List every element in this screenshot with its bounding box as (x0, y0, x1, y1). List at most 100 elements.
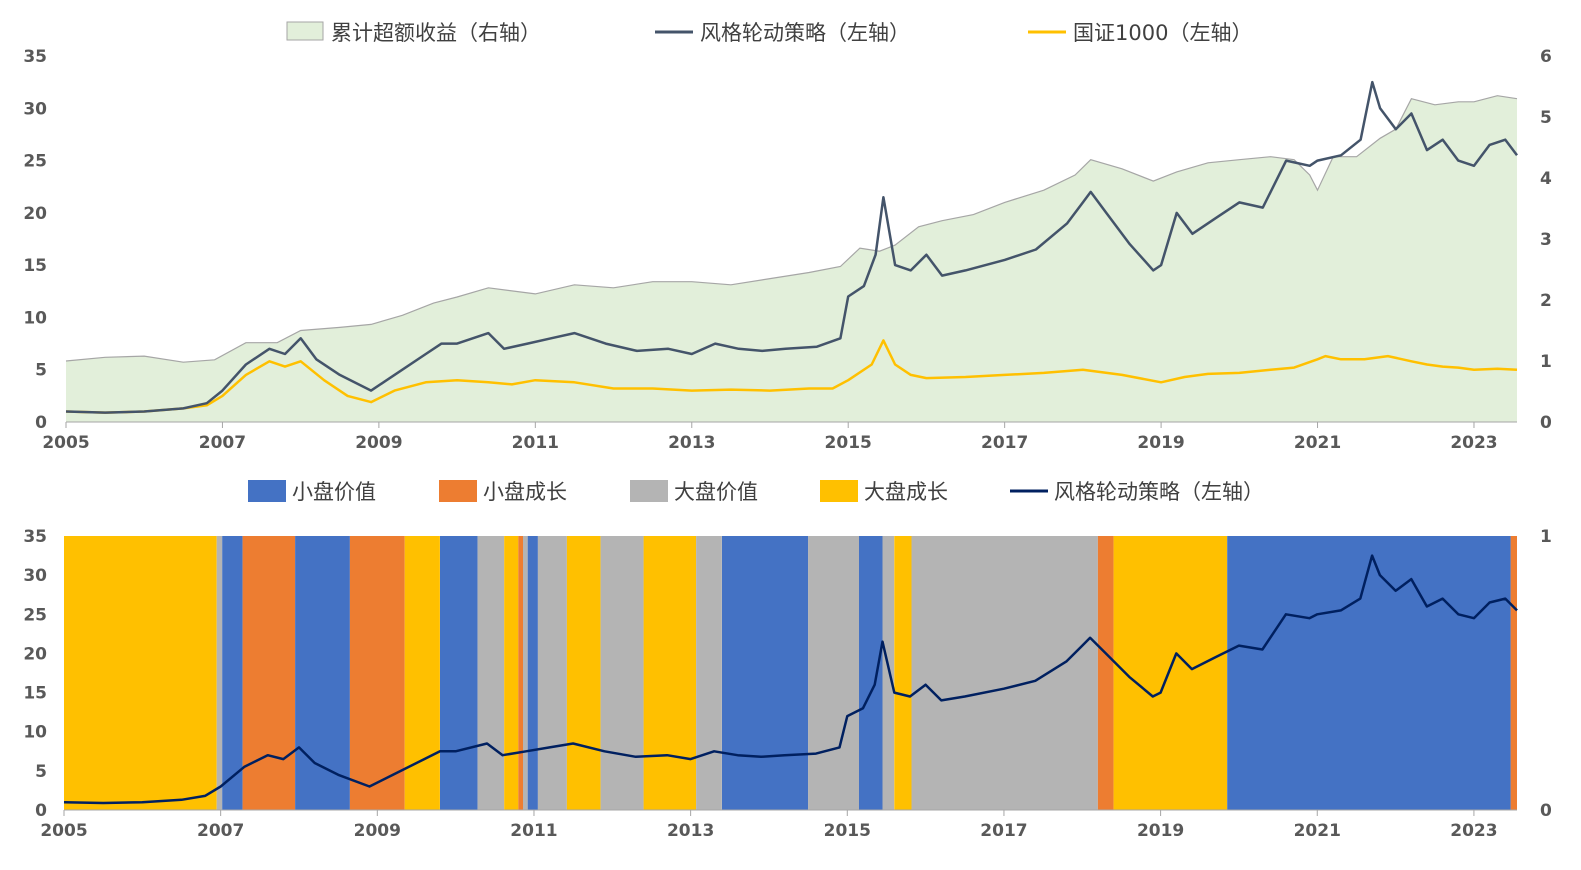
y-left-tick-label: 10 (23, 308, 47, 328)
y-left-tick-label: 0 (35, 801, 47, 821)
x-tick-label: 2017 (980, 821, 1027, 841)
regime-band (64, 536, 217, 810)
legend-label-large-value: 大盘价值 (674, 480, 758, 504)
regime-band (295, 536, 350, 810)
x-tick-label: 2009 (354, 821, 401, 841)
x-tick-label: 2023 (1450, 433, 1497, 453)
x-tick-label: 2011 (512, 433, 559, 453)
legend-item-small-growth: 小盘成长 (439, 480, 567, 504)
regime-band (882, 536, 895, 810)
regime-band (537, 536, 567, 810)
regime-band (600, 536, 644, 810)
legend-label-index: 国证1000（左轴） (1073, 21, 1252, 45)
y-right-tick-label: 0 (1540, 801, 1552, 821)
y-left-tick-label: 30 (23, 566, 47, 586)
x-tick-label: 2005 (40, 821, 87, 841)
legend-label-small-value: 小盘价值 (292, 480, 376, 504)
regime-band (643, 536, 697, 810)
y-left-tick-label: 10 (23, 723, 47, 743)
legend-label-strategy-bottom: 风格轮动策略（左轴） (1054, 480, 1264, 504)
y-right-tick-label: 4 (1540, 169, 1552, 189)
regime-band (1097, 536, 1114, 810)
y-right-tick-label: 3 (1540, 230, 1552, 250)
regime-band (216, 536, 223, 810)
regime-band (1510, 536, 1517, 810)
legend-item-strategy: 风格轮动策略（左轴） (655, 21, 910, 45)
regime-band (440, 536, 478, 810)
regime-band (696, 536, 722, 810)
regime-band (894, 536, 912, 810)
y-left-tick-label: 15 (23, 684, 47, 704)
x-tick-label: 2009 (355, 433, 402, 453)
legend-item-large-value: 大盘价值 (630, 480, 758, 504)
x-tick-label: 2019 (1137, 433, 1184, 453)
y-left-tick-label: 15 (23, 256, 47, 276)
bottom-plot-area: 2005 2007 2009 2011 2013 2015 2017 2019 2021 2023… (23, 527, 1552, 841)
x-tick-label: 2013 (667, 821, 714, 841)
x-tick-label: 2021 (1294, 433, 1341, 453)
regime-band (518, 536, 523, 810)
top-chart: 累计超额收益（右轴） 风格轮动策略（左轴） 国证1000（左轴） 2005 200… (23, 21, 1552, 453)
y-left-tick-label: 35 (23, 527, 47, 547)
legend-item-index: 国证1000（左轴） (1028, 21, 1252, 45)
y-left-tick-label: 20 (23, 204, 47, 224)
legend-swatch-excess (286, 21, 324, 41)
x-tick-label: 2011 (510, 821, 557, 841)
legend-label-small-growth: 小盘成长 (483, 480, 567, 504)
legend-swatch-large-value (630, 480, 668, 502)
y-right-tick-label: 2 (1540, 291, 1552, 311)
x-tick-label: 2017 (981, 433, 1028, 453)
x-tick-label: 2023 (1450, 821, 1497, 841)
legend-item-excess: 累计超额收益（右轴） (286, 21, 541, 45)
series-excess-area (66, 95, 1517, 422)
legend-item-large-growth: 大盘成长 (820, 480, 948, 504)
regime-band (404, 536, 440, 810)
legend-item-strategy-bottom: 风格轮动策略（左轴） (1010, 480, 1264, 504)
regime-band (808, 536, 859, 810)
legend-swatch-small-growth (439, 480, 477, 502)
x-tick-label: 2007 (197, 821, 244, 841)
series-index-line (65, 339, 1518, 414)
x-tick-label: 2015 (824, 821, 871, 841)
series-strategy-line-bottom (63, 554, 1518, 805)
y-right-tick-label: 6 (1540, 47, 1552, 67)
legend-label-large-growth: 大盘成长 (864, 480, 948, 504)
regime-band (222, 536, 243, 810)
bottom-legend: 小盘价值 小盘成长 大盘价值 大盘成长 风格轮动策略（左轴） (248, 480, 1264, 504)
top-plot-area: 2005 2007 2009 2011 2013 2015 2017 2019 2021 2023… (23, 47, 1552, 453)
regime-band (527, 536, 538, 810)
regime-band (1227, 536, 1511, 810)
regime-band (242, 536, 296, 810)
regime-band (349, 536, 405, 810)
x-tick-label: 2007 (199, 433, 246, 453)
legend-label-excess: 累计超额收益（右轴） (331, 21, 541, 45)
y-right-tick-label: 1 (1540, 352, 1552, 372)
y-right-tick-label: 0 (1540, 413, 1552, 433)
y-right-tick-label: 1 (1540, 527, 1552, 547)
x-tick-label: 2005 (42, 433, 89, 453)
y-left-tick-label: 35 (23, 47, 47, 67)
y-left-tick-label: 25 (23, 605, 47, 625)
regime-band (477, 536, 505, 810)
legend-swatch-large-growth (820, 480, 858, 502)
regime-band (859, 536, 883, 810)
x-tick-label: 2015 (825, 433, 872, 453)
y-left-tick-label: 25 (23, 152, 47, 172)
y-left-tick-label: 30 (23, 99, 47, 119)
x-tick-label: 2019 (1137, 821, 1184, 841)
top-legend: 累计超额收益（右轴） 风格轮动策略（左轴） 国证1000（左轴） (286, 21, 1252, 45)
regime-band (911, 536, 1098, 810)
regime-band (504, 536, 519, 810)
regime-band (722, 536, 809, 810)
regime-band (1113, 536, 1228, 810)
bottom-chart: 小盘价值 小盘成长 大盘价值 大盘成长 风格轮动策略（左轴） 2005 2007 2… (23, 480, 1552, 841)
regime-band (523, 536, 528, 810)
y-left-tick-label: 20 (23, 644, 47, 664)
y-left-tick-label: 0 (35, 413, 47, 433)
legend-swatch-small-value (248, 480, 286, 502)
x-tick-label: 2021 (1294, 821, 1341, 841)
series-excess-line (65, 95, 1518, 363)
legend-label-strategy: 风格轮动策略（左轴） (700, 21, 910, 45)
x-tick-label: 2013 (668, 433, 715, 453)
